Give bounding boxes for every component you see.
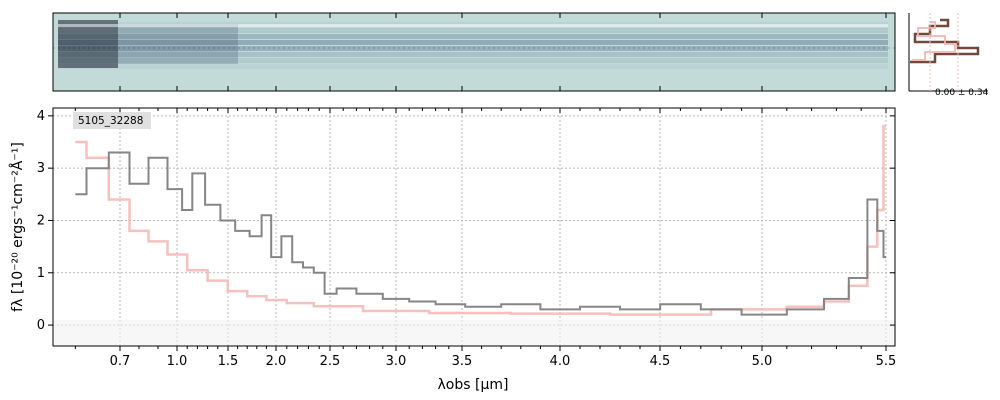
zero-band bbox=[53, 320, 895, 346]
spec2d-noisy-edge bbox=[58, 20, 118, 68]
x-tick-label: 4.5 bbox=[650, 354, 671, 369]
x-axis-label: λobs [μm] bbox=[438, 377, 509, 393]
y-tick-label: 1 bbox=[37, 266, 45, 281]
model-spectrum-line bbox=[75, 125, 886, 316]
inset-profile-lines bbox=[910, 13, 980, 91]
inset-profile-thick bbox=[910, 18, 980, 64]
spectrum-2d-panel bbox=[52, 12, 896, 92]
spec2d-row bbox=[58, 58, 888, 63]
x-tick-label: 4.0 bbox=[550, 354, 571, 369]
y-tick-label: 0 bbox=[37, 318, 45, 333]
spec2d-row bbox=[58, 52, 888, 57]
observed-spectrum-line bbox=[75, 151, 886, 316]
profile-inset: 0.00 ± 0.34 bbox=[908, 13, 989, 98]
plot-frame bbox=[52, 107, 896, 347]
x-tick-label: 5.5 bbox=[876, 354, 897, 369]
x-tick-label: 1.5 bbox=[218, 354, 239, 369]
spec2d-row bbox=[58, 46, 888, 51]
x-tick-label: 2.5 bbox=[320, 354, 341, 369]
object-label: 5105_32288 bbox=[78, 115, 143, 127]
series-group bbox=[75, 125, 886, 316]
x-tick-label: 0.7 bbox=[110, 354, 131, 369]
object-label-box bbox=[73, 112, 151, 129]
x-tick-label: 2.0 bbox=[266, 354, 287, 369]
spec2d-row bbox=[58, 34, 888, 39]
spec2d-row bbox=[58, 40, 888, 45]
spec2d-row bbox=[58, 28, 888, 33]
x-tick-label: 1.0 bbox=[167, 354, 188, 369]
y-tick-label: 4 bbox=[37, 109, 45, 124]
inset-label: 0.00 ± 0.34 bbox=[935, 88, 989, 98]
spectrum-1d-plot: 0.7 1.0 1.5 2.0 2.5 3.0 3.5 4.0 4.5 5.0 5.5 0 1 2 3 4 5… bbox=[9, 13, 896, 393]
spectrum-2d-trace bbox=[53, 20, 895, 69]
x-tick-label: 3.5 bbox=[452, 354, 473, 369]
ticks: 0.7 1.0 1.5 2.0 2.5 3.0 3.5 4.0 4.5 5.0 5.5 0 1 2 3 4 bbox=[37, 13, 897, 369]
x-tick-label: 5.0 bbox=[752, 354, 773, 369]
inset-profile-thin bbox=[912, 21, 956, 61]
x-tick-label: 3.0 bbox=[386, 354, 407, 369]
spec2d-row-highlight bbox=[58, 24, 888, 27]
y-tick-label: 3 bbox=[37, 161, 45, 176]
y-axis-label: fλ [10⁻²⁰ ergs⁻¹cm⁻²Å⁻¹] bbox=[9, 142, 26, 312]
y-tick-label: 2 bbox=[37, 213, 45, 228]
spec2d-bright-region bbox=[118, 24, 238, 64]
spec2d-row bbox=[58, 64, 888, 69]
